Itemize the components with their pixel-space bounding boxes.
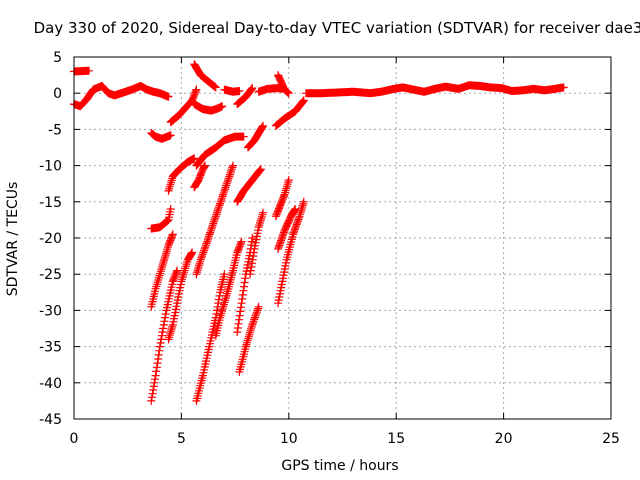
y-tick-label: -15 xyxy=(39,195,62,211)
data-point-markers xyxy=(147,266,182,405)
y-tick-label: 0 xyxy=(53,86,62,102)
data-point-markers xyxy=(235,302,263,376)
y-tick-label: -5 xyxy=(48,122,62,138)
data-segment xyxy=(70,66,93,76)
y-tick-label: -10 xyxy=(39,159,62,175)
y-tick-label: -45 xyxy=(39,412,62,428)
data-segment xyxy=(190,161,209,192)
data-point-markers xyxy=(246,208,267,279)
data-point-markers xyxy=(192,132,248,170)
data-point-markers xyxy=(147,129,175,143)
y-tick-label: -30 xyxy=(39,303,62,319)
data-segment xyxy=(246,208,267,279)
data-segment xyxy=(274,71,293,98)
tick-labels: 0 5 10 15 20 25 5 0 -5 -10 -15 -20 -25 -30 -35 -40 -45 xyxy=(39,50,620,447)
x-tick-label: 25 xyxy=(602,431,620,447)
data-segment xyxy=(164,248,197,344)
y-tick-label: -40 xyxy=(39,376,62,392)
data-segment xyxy=(192,132,248,170)
data-segment xyxy=(147,129,175,143)
data-point-markers xyxy=(271,96,308,130)
data-segment xyxy=(211,237,246,340)
x-tick-label: 15 xyxy=(387,431,405,447)
data-point-markers xyxy=(147,205,175,233)
y-tick-label: 5 xyxy=(53,50,62,66)
data-segment xyxy=(147,266,182,405)
x-tick-label: 10 xyxy=(280,431,298,447)
data-point-markers xyxy=(164,154,199,195)
x-tick-label: 5 xyxy=(177,431,186,447)
data-segment xyxy=(192,270,229,405)
data-point-markers xyxy=(302,81,568,98)
data-point-markers xyxy=(220,85,244,96)
data-segment xyxy=(271,176,293,221)
y-tick-label: -35 xyxy=(39,340,62,356)
x-tick-label: 0 xyxy=(70,431,79,447)
data-point-markers xyxy=(211,237,246,340)
data-segment xyxy=(220,85,244,96)
data-segment xyxy=(147,230,177,311)
x-tick-label: 20 xyxy=(495,431,513,447)
data-segment xyxy=(233,165,265,206)
data-point-markers xyxy=(233,84,257,109)
y-axis-label: SDTVAR / TECUs xyxy=(5,182,21,297)
data-point-markers xyxy=(166,85,201,127)
data-point-markers xyxy=(190,60,220,92)
data-point-markers xyxy=(274,205,300,253)
x-axis-label: GPS time / hours xyxy=(281,458,398,474)
y-tick-label: -20 xyxy=(39,231,62,247)
data-point-markers xyxy=(147,230,177,311)
plot-frame xyxy=(73,56,612,420)
data-segment xyxy=(147,205,175,233)
chart-title: Day 330 of 2020, Sidereal Day-to-day VTE… xyxy=(34,19,640,37)
data-segment xyxy=(164,154,199,195)
data-segment xyxy=(244,121,267,152)
data-point-markers xyxy=(274,71,293,98)
data-segment xyxy=(274,197,308,308)
data-point-markers xyxy=(70,66,93,76)
data-point-markers xyxy=(164,248,197,344)
data-segment xyxy=(271,96,308,130)
data-segment xyxy=(190,100,227,115)
data-point-markers xyxy=(274,197,308,308)
data-segment xyxy=(190,60,220,92)
data-segment xyxy=(192,161,237,279)
data-segment xyxy=(233,84,257,109)
y-tick-label: -25 xyxy=(39,267,62,283)
data-point-markers xyxy=(271,176,293,221)
data-segment xyxy=(235,302,263,376)
data-point-markers xyxy=(244,121,267,152)
data-point-markers xyxy=(190,100,227,115)
data-segment xyxy=(274,205,300,253)
data-segment xyxy=(166,85,201,127)
data-point-markers xyxy=(233,165,265,206)
data-point-markers xyxy=(192,270,229,405)
data-point-markers xyxy=(192,161,237,279)
data-point-markers xyxy=(190,161,209,192)
data-segment xyxy=(302,81,568,98)
data-markers xyxy=(70,60,568,405)
